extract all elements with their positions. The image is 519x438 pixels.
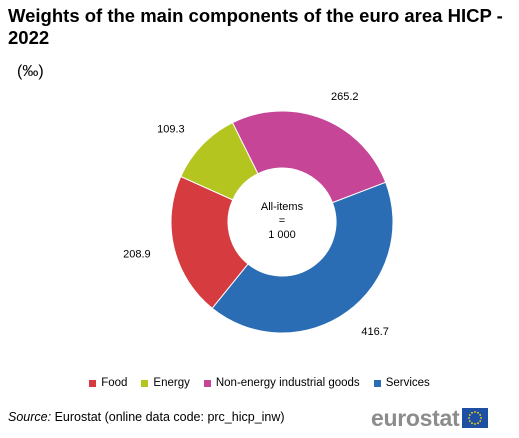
- source-text: Eurostat (online data code: prc_hicp_inw…: [51, 410, 285, 424]
- legend-label-food: Food: [101, 377, 128, 389]
- legend-swatch-food: [89, 379, 97, 387]
- center-label-all-items: All-items: [261, 201, 304, 213]
- slice-label-non-energy-industrial-goods: 265.2: [331, 91, 359, 103]
- slice-label-services: 416.7: [361, 326, 389, 338]
- legend-swatch-non-energy-industrial-goods: [203, 379, 211, 387]
- slice-non-energy-industrial-goods: [231, 110, 387, 204]
- slice-label-food: 208.9: [123, 248, 151, 260]
- legend-swatch-services: [373, 379, 381, 387]
- center-label-equals: =: [279, 215, 285, 227]
- eurostat-logo: eurostat: [371, 403, 511, 433]
- legend-item-energy: Energy: [141, 377, 190, 389]
- chart-legend: Food Energy Non-energy industrial goods …: [0, 377, 519, 389]
- eu-flag-icon: [462, 408, 489, 428]
- source-note: Source: Eurostat (online data code: prc_…: [8, 410, 285, 424]
- slice-services: [211, 181, 394, 334]
- slice-label-energy: 109.3: [157, 123, 185, 135]
- legend-item-services: Services: [373, 377, 430, 389]
- legend-label-energy: Energy: [153, 377, 190, 389]
- slice-food: [170, 175, 249, 309]
- source-label: Source:: [8, 410, 52, 424]
- center-label-total: 1 000: [268, 229, 296, 241]
- chart-title: Weights of the main components of the eu…: [8, 5, 503, 48]
- legend-swatch-energy: [141, 379, 149, 387]
- legend-label-non-energy-industrial-goods: Non-energy industrial goods: [215, 377, 360, 389]
- legend-label-services: Services: [385, 377, 430, 389]
- legend-item-non-energy-industrial-goods: Non-energy industrial goods: [203, 377, 360, 389]
- eurostat-logo-text: eurostat: [371, 404, 460, 431]
- chart-unit: (‰): [17, 63, 44, 80]
- donut-chart: 416.7 208.9 109.3 265.2 All-items = 1 000: [123, 91, 394, 338]
- legend-item-food: Food: [89, 377, 127, 389]
